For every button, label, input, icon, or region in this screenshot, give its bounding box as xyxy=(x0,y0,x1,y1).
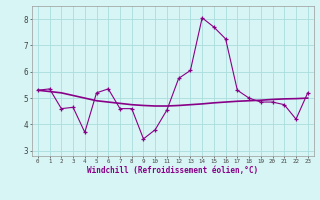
X-axis label: Windchill (Refroidissement éolien,°C): Windchill (Refroidissement éolien,°C) xyxy=(87,166,258,175)
